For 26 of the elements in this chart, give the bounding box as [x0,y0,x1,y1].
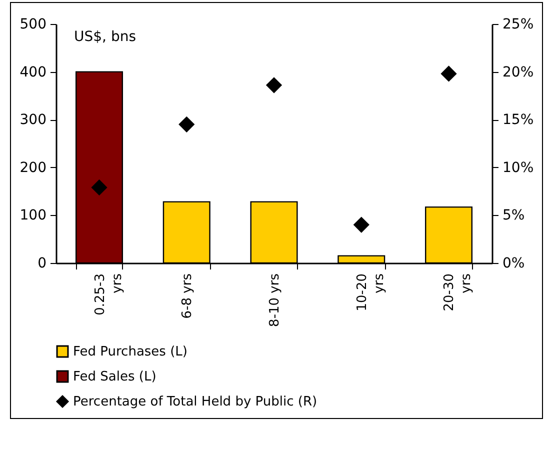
y-tick-label: 100 [20,208,46,224]
y-tick-label: 300 [20,112,46,128]
y2-tick-label: 0% [502,256,525,272]
x-tick-label: 10-20 yrs [354,273,387,312]
y2-tick-label: 5% [502,208,525,224]
y2-tick-label: 10% [502,160,534,176]
y2-tick-label: 15% [502,112,534,128]
y-tick-label: 200 [20,160,46,176]
y-tick-label: 0 [38,256,46,272]
legend-label: Percentage of Total Held by Public (R) [73,394,318,410]
legend-label: Fed Sales (L) [73,370,156,384]
x-tick-label: 0.25-3 yrs [92,273,125,316]
point [353,216,370,233]
x-tick-label: 6-8 yrs [180,273,196,319]
annotation: US$, bns [74,29,136,45]
y-tick-label: 500 [20,16,46,32]
y2-tick-label: 25% [502,16,534,32]
legend-label: Fed Purchases (L) [73,344,188,360]
x-tick-label: 20-30 yrs [442,273,474,312]
point [91,179,108,196]
point [440,66,457,82]
y-tick-label: 400 [20,64,46,80]
point [266,77,282,94]
y2-tick-label: 20% [502,64,534,80]
point [178,116,195,132]
x-tick-label: 8-10 yrs [268,273,282,327]
